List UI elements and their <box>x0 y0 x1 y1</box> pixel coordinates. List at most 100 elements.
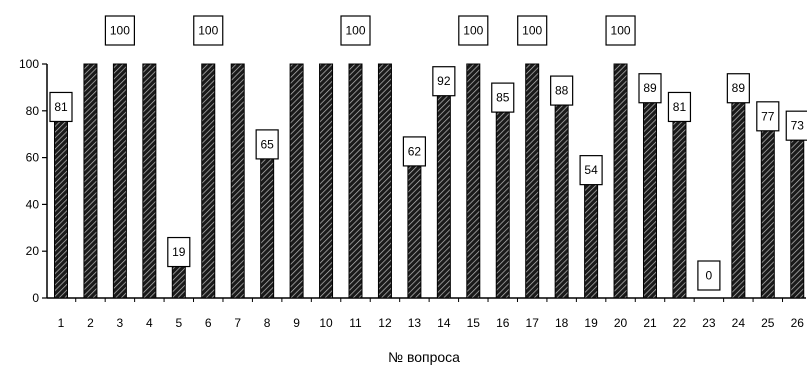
bar <box>319 63 334 299</box>
bar <box>260 145 275 299</box>
x-tick-label: 5 <box>175 316 182 330</box>
data-label-box <box>638 73 662 104</box>
bar <box>289 63 304 299</box>
data-label-box <box>402 136 426 167</box>
bar <box>54 107 68 299</box>
x-tick-label: 10 <box>319 316 333 330</box>
x-tick-label: 15 <box>467 316 481 330</box>
data-label: 100 <box>458 15 489 46</box>
data-label: 88 <box>550 75 574 106</box>
x-tick-label: 9 <box>293 316 300 330</box>
x-tick-label: 24 <box>732 316 746 330</box>
x-tick-label: 26 <box>791 316 805 330</box>
data-label-box <box>432 66 456 97</box>
data-label-text: 100 <box>463 24 483 38</box>
bar <box>83 63 98 299</box>
data-label-text: 100 <box>198 24 218 38</box>
bar <box>584 171 599 299</box>
data-label-text: 100 <box>110 24 130 38</box>
data-label: 62 <box>402 136 426 167</box>
y-tick-label: 80 <box>26 104 40 118</box>
data-label: 89 <box>638 73 662 104</box>
data-label: 73 <box>785 110 807 141</box>
data-label-text: 100 <box>611 24 631 38</box>
bar <box>466 63 481 299</box>
y-tick-label: 0 <box>32 291 39 305</box>
y-axis-ticks: 0 20 40 60 80 100 <box>19 57 47 305</box>
data-label-text: 89 <box>643 81 657 95</box>
y-tick-label: 60 <box>26 151 40 165</box>
data-label: 77 <box>756 101 780 132</box>
bar <box>407 152 422 299</box>
x-axis-label: № вопроса <box>388 349 460 365</box>
data-label-box <box>726 73 750 104</box>
y-tick-label: 100 <box>19 57 39 71</box>
data-label-text: 81 <box>673 100 687 114</box>
x-tick-label: 14 <box>437 316 451 330</box>
data-label-box <box>550 75 574 106</box>
data-label-box <box>458 15 489 46</box>
data-label-box <box>340 15 371 46</box>
bar-series <box>54 63 805 299</box>
data-label-box <box>697 260 721 291</box>
data-label-box <box>167 236 191 268</box>
bar <box>142 63 157 299</box>
data-label-box <box>579 155 603 186</box>
data-label: 19 <box>167 236 191 268</box>
x-tick-label: 18 <box>555 316 569 330</box>
data-label-text: 77 <box>761 109 775 123</box>
data-label: 92 <box>432 66 456 97</box>
data-label: 54 <box>579 155 603 186</box>
data-label-box <box>49 91 73 123</box>
bar <box>554 91 569 299</box>
data-label: 89 <box>726 73 750 104</box>
bar <box>230 63 245 299</box>
bar <box>672 107 687 299</box>
data-label: 0 <box>697 260 721 291</box>
data-label-box <box>517 15 548 46</box>
x-tick-label: 2 <box>87 316 94 330</box>
data-label: 100 <box>193 15 224 46</box>
data-label-text: 100 <box>522 24 542 38</box>
data-label: 85 <box>491 82 515 113</box>
x-tick-label: 6 <box>205 316 212 330</box>
data-label: 81 <box>49 91 73 123</box>
data-label: 100 <box>340 15 371 46</box>
data-label: 100 <box>517 15 548 46</box>
data-label-box <box>667 91 692 123</box>
data-label-text: 54 <box>584 163 598 177</box>
data-label-text: 73 <box>791 119 805 133</box>
bar <box>760 117 775 299</box>
data-label-box <box>104 15 136 46</box>
bar <box>377 63 392 299</box>
x-tick-label: 25 <box>761 316 775 330</box>
bar <box>731 89 746 299</box>
x-tick-label: 4 <box>146 316 153 330</box>
x-tick-label: 8 <box>264 316 271 330</box>
bar <box>613 63 628 299</box>
data-label: 100 <box>605 15 636 46</box>
x-tick-label: 3 <box>117 316 124 330</box>
x-tick-label: 13 <box>408 316 422 330</box>
bar <box>112 63 127 299</box>
data-label-box <box>605 15 636 46</box>
data-label-text: 19 <box>172 245 186 259</box>
bar <box>348 63 363 299</box>
x-tick-label: 17 <box>526 316 540 330</box>
x-tick-label: 21 <box>643 316 657 330</box>
data-label: 100 <box>104 15 136 46</box>
bar <box>495 98 510 299</box>
data-label-box <box>491 82 515 113</box>
x-tick-label: 16 <box>496 316 510 330</box>
x-axis-ticks: 1 2 3 4 5 6 7 8 9 10 11 12 13 14 15 16 17 18 19 20 21 22 23 24 2… <box>58 298 805 330</box>
bar <box>790 126 805 299</box>
bar <box>201 63 216 299</box>
data-label-text: 100 <box>345 24 365 38</box>
y-tick-label: 40 <box>26 197 40 211</box>
data-label-text: 0 <box>706 269 713 283</box>
x-tick-label: 23 <box>702 316 716 330</box>
data-label-text: 92 <box>437 74 451 88</box>
data-label-text: 88 <box>555 84 569 98</box>
data-label-text: 65 <box>260 137 274 151</box>
